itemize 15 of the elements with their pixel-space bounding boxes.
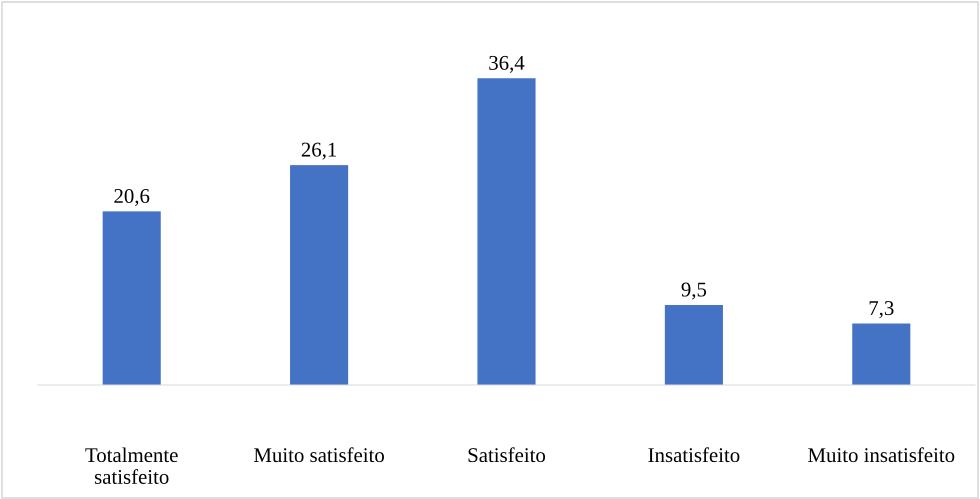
x-tick-label: Insatisfeito — [648, 447, 740, 462]
bar — [102, 211, 161, 385]
x-tick-label: Satisfeito — [468, 447, 546, 462]
data-label: 7,3 — [870, 301, 894, 318]
data-label: 36,4 — [489, 56, 524, 73]
data-label: 26,1 — [302, 142, 336, 160]
bar — [664, 304, 723, 385]
x-tick-label: Totalmente satisfeito — [85, 448, 178, 484]
data-label: 20,6 — [114, 188, 150, 206]
x-tick-label: Muito satisfeito — [254, 447, 384, 462]
bar — [852, 323, 910, 385]
data-label: 9,5 — [682, 282, 706, 300]
x-tick-label: Muito insatisfeito — [808, 447, 954, 462]
bar — [477, 78, 536, 385]
bar — [290, 165, 348, 385]
